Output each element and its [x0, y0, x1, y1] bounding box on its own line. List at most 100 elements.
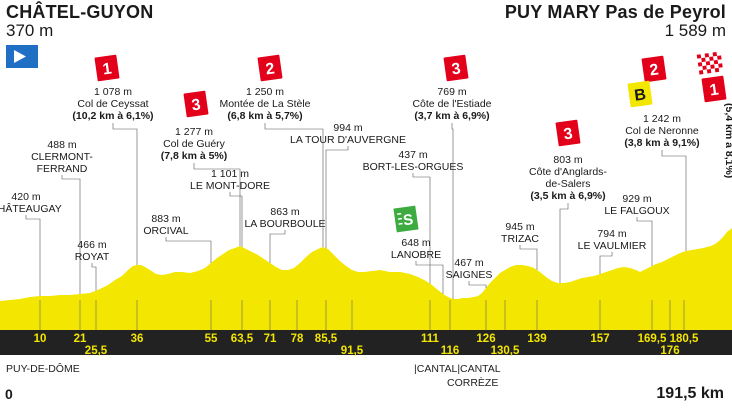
- km-marker: 21: [74, 333, 87, 345]
- climb-cat-3-icon: 3: [443, 54, 469, 82]
- finish-flag-square: [702, 65, 707, 71]
- waypoint-altitude: 420 m: [11, 191, 40, 203]
- sprint-icon-shape: [393, 205, 419, 233]
- finish-flag-square: [706, 68, 712, 74]
- climb-cat-3-icon: 3: [555, 119, 581, 147]
- climb-detail: (6,8 km à 5,7%): [227, 110, 302, 122]
- km-marker: 85,5: [315, 333, 338, 345]
- department-correze: CORRÈZE: [447, 377, 499, 389]
- finish-flag-square: [717, 59, 723, 64]
- climb-detail: (3,5 km à 6,9%): [530, 190, 605, 202]
- start-flag-icon: [6, 45, 38, 68]
- elevation-area: [0, 228, 732, 330]
- waypoint-altitude: 1 101 m: [211, 168, 249, 180]
- sprint-speed-line: [397, 217, 403, 220]
- finish-flag-square: [704, 53, 710, 58]
- km-marker: 126: [476, 333, 495, 345]
- waypoint-leader: [599, 252, 613, 274]
- finish-flag-square: [710, 68, 716, 73]
- waypoint-leader: [229, 192, 243, 247]
- waypoint-altitude: 883 m: [151, 213, 180, 225]
- final-climb-detail: (5,4 km à 8,1%): [723, 103, 732, 178]
- waypoint-name: LE VAULMIER: [578, 240, 647, 252]
- waypoint-leader: [61, 175, 81, 294]
- distance-start: 0: [5, 386, 13, 402]
- finish-flag-square: [706, 64, 711, 70]
- km-marker: 25,5: [85, 345, 108, 357]
- waypoint-altitude: 437 m: [398, 149, 427, 161]
- climb-leader: [112, 123, 138, 265]
- km-marker: 91,5: [341, 345, 364, 357]
- finish-flag-square: [718, 67, 724, 72]
- waypoint: 994 mLA TOUR D'AUVERGNE: [290, 122, 406, 249]
- climb-cat-3-icon-label: 3: [563, 125, 574, 143]
- finish-altitude: 1 589 m: [664, 21, 726, 40]
- department-border-1: |CANTAL|: [414, 363, 461, 375]
- department-cantal-2: CANTAL: [460, 363, 501, 375]
- waypoint-leader: [25, 215, 41, 296]
- climb-name: Col de Ceyssat: [77, 98, 148, 110]
- km-marker: 139: [527, 333, 546, 345]
- finish-flag-square: [705, 61, 711, 66]
- waypoint-leader: [269, 230, 286, 263]
- climb-leader: [264, 123, 324, 247]
- climb-leader: [559, 203, 569, 283]
- climb-name: Col de Neronne: [625, 125, 699, 137]
- waypoint-name: LE FALGOUX: [604, 205, 669, 217]
- km-marker: 180,5: [670, 333, 699, 345]
- finish-flag-square: [698, 66, 703, 71]
- km-marker: 130,5: [491, 345, 520, 357]
- km-marker: 111: [421, 333, 440, 345]
- waypoint-leader: [468, 281, 487, 288]
- waypoint-name: BORT-LES-ORGUES: [363, 161, 464, 173]
- finish-flag-square: [696, 54, 702, 59]
- finish-flag-square: [714, 67, 720, 73]
- climb-altitude: 1 250 m: [246, 86, 284, 98]
- km-marker: 63,5: [231, 333, 254, 345]
- climb-cat-1-icon: 1: [94, 54, 120, 82]
- distance-total: 191,5 km: [656, 385, 724, 402]
- department-border-2: CANTAL: [460, 363, 501, 376]
- waypoint-name: LANOBRE: [391, 249, 441, 261]
- start-altitude: 370 m: [6, 21, 54, 40]
- climb-detail: (10,2 km à 6,1%): [72, 110, 153, 122]
- waypoint-name: FERRAND: [37, 163, 88, 175]
- waypoint-altitude: 863 m: [270, 206, 299, 218]
- climb-cat-2-icon: 2: [257, 54, 283, 82]
- km-marker: 10: [34, 333, 47, 345]
- climb-cat-3-icon: 3: [183, 90, 209, 118]
- climb-altitude: 1 277 m: [175, 126, 213, 138]
- finish-flag-square: [701, 57, 706, 63]
- finish-flag-square: [709, 60, 715, 65]
- department-puy-de-dome: PUY-DE-DÔME: [6, 363, 80, 375]
- km-marker: 55: [205, 333, 218, 345]
- waypoint: 929 mLE FALGOUX: [604, 193, 670, 266]
- finish-flag-square: [708, 52, 714, 58]
- waypoint-name: ORCIVAL: [143, 225, 188, 237]
- km-marker: 176: [660, 345, 679, 357]
- waypoint: 420 mCHÂTEAUGAY: [0, 191, 62, 296]
- km-marker: 36: [131, 333, 144, 345]
- waypoint-altitude: 488 m: [47, 139, 76, 151]
- finish-flag-square: [701, 61, 707, 67]
- climb-name: Col de Guéry: [163, 138, 226, 150]
- climb-altitude: 803 m: [553, 154, 582, 166]
- waypoint-altitude: 994 m: [333, 122, 362, 134]
- sprint-speed-line: [397, 212, 402, 215]
- climb-cat-2-icon-shape: [641, 55, 667, 83]
- climb-detail: (3,8 km à 9,1%): [624, 137, 699, 149]
- climb-cat-2-icon-shape: [257, 54, 283, 82]
- climb-cat-1-icon-shape: [701, 75, 727, 103]
- waypoint-name: LE MONT-DORE: [190, 180, 270, 192]
- waypoint: 1 101 mLE MONT-DORE: [190, 168, 270, 247]
- waypoint: 794 mLE VAULMIER: [578, 228, 647, 274]
